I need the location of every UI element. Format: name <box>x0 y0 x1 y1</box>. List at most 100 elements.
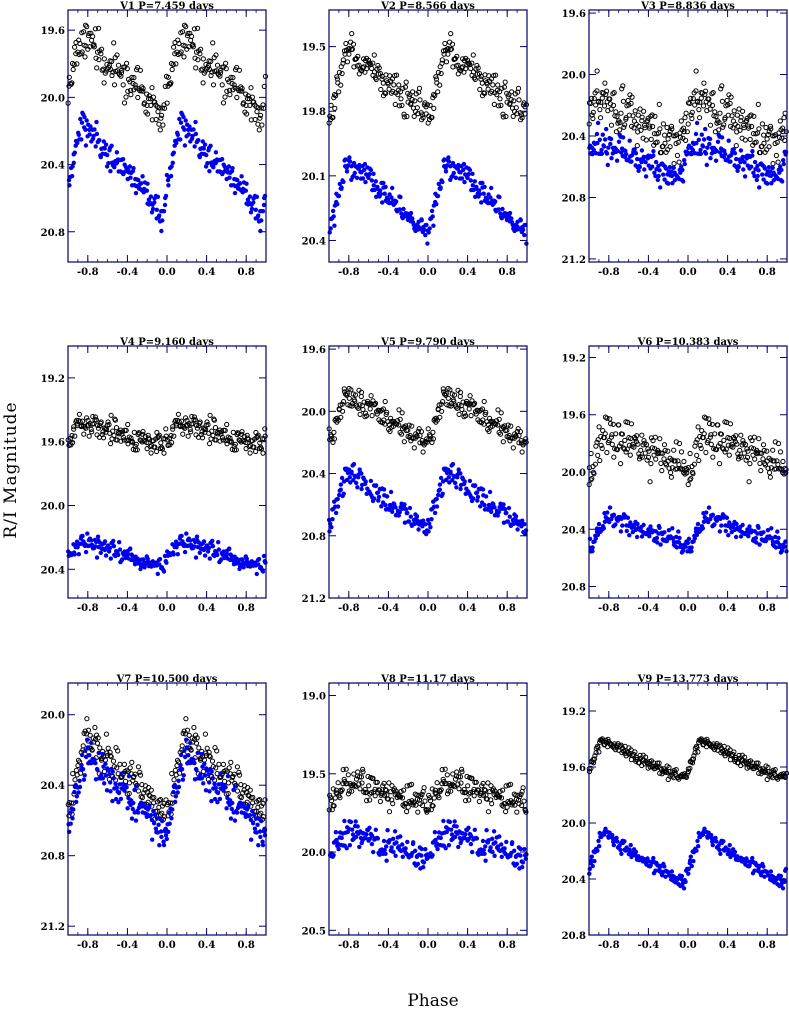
data-point-filled <box>707 505 711 509</box>
data-point-open <box>443 767 447 771</box>
data-point-open <box>337 90 341 94</box>
data-point-open <box>612 455 616 459</box>
data-point-filled <box>179 534 183 538</box>
y-tick-label: 20.8 <box>41 852 65 863</box>
data-point-filled <box>261 843 265 847</box>
data-point-filled <box>196 138 200 142</box>
x-tick-label: 0.4 <box>198 940 215 951</box>
data-point-filled <box>184 118 188 122</box>
data-point-open <box>336 781 340 785</box>
data-point-filled <box>192 761 196 765</box>
data-point-filled <box>209 799 213 803</box>
data-point-open <box>468 394 472 398</box>
data-point-open <box>648 480 652 484</box>
data-point-filled <box>422 860 426 864</box>
data-point-filled <box>72 552 76 556</box>
data-point-filled <box>71 807 75 811</box>
data-point-filled <box>433 830 437 834</box>
data-point-filled <box>164 194 168 198</box>
data-point-open <box>663 133 667 137</box>
data-point-filled <box>341 180 345 184</box>
data-point-filled <box>139 181 143 185</box>
data-point-filled <box>681 179 685 183</box>
data-point-open <box>129 93 133 97</box>
data-point-filled <box>504 511 508 515</box>
data-point-filled <box>229 816 233 820</box>
data-point-filled <box>80 534 84 538</box>
data-point-open <box>628 453 632 457</box>
data-point-filled <box>369 479 373 483</box>
data-point-filled <box>633 147 637 151</box>
data-point-filled <box>716 140 720 144</box>
data-point-filled <box>255 195 259 199</box>
data-point-open <box>619 462 623 466</box>
data-point-open <box>694 69 698 73</box>
data-point-filled <box>204 153 208 157</box>
data-point-filled <box>383 185 387 189</box>
data-point-filled <box>435 497 439 501</box>
data-point-filled <box>108 169 112 173</box>
data-point-open <box>753 457 757 461</box>
x-tick-label: -0.8 <box>77 940 99 951</box>
data-point-filled <box>656 178 660 182</box>
data-point-filled <box>473 483 477 487</box>
data-point-open <box>699 96 703 100</box>
x-tick-label: 0.4 <box>459 267 476 278</box>
data-point-filled <box>77 779 81 783</box>
data-point-filled <box>447 475 451 479</box>
data-point-open <box>173 768 177 772</box>
y-tick-label: 20.4 <box>41 781 65 792</box>
data-point-filled <box>85 531 89 535</box>
data-point-filled <box>145 189 149 193</box>
data-point-filled <box>521 860 525 864</box>
data-point-open <box>248 451 252 455</box>
data-point-filled <box>733 151 737 155</box>
data-point-filled <box>608 142 612 146</box>
data-point-open <box>163 84 167 88</box>
data-point-filled <box>207 169 211 173</box>
data-point-filled <box>782 162 786 166</box>
data-point-filled <box>500 855 504 859</box>
data-point-filled <box>481 839 485 843</box>
data-point-open <box>225 422 229 426</box>
data-point-filled <box>331 853 335 857</box>
data-point-filled <box>723 152 727 156</box>
data-point-filled <box>708 156 712 160</box>
plot-frame <box>68 10 266 262</box>
data-point-filled <box>193 144 197 148</box>
data-point-filled <box>183 143 187 147</box>
x-tick-label: 0.4 <box>198 603 215 614</box>
data-point-filled <box>348 843 352 847</box>
data-point-open <box>515 810 519 814</box>
data-point-filled <box>423 233 427 237</box>
data-point-open <box>438 83 442 87</box>
data-point-filled <box>697 138 701 142</box>
data-point-filled <box>471 496 475 500</box>
data-point-open <box>359 394 363 398</box>
data-point-filled <box>732 147 736 151</box>
data-point-open <box>95 66 99 70</box>
data-point-filled <box>473 828 477 832</box>
data-point-open <box>170 772 174 776</box>
data-point-filled <box>756 168 760 172</box>
data-point-filled <box>97 138 101 142</box>
data-point-open <box>619 111 623 115</box>
data-point-filled <box>446 155 450 159</box>
x-tick-label: 0.0 <box>158 940 175 951</box>
data-point-filled <box>259 819 263 823</box>
y-tick-label: 20.1 <box>302 172 326 183</box>
data-point-filled <box>100 752 104 756</box>
data-point-filled <box>700 133 704 137</box>
data-point-filled <box>68 811 72 815</box>
data-point-filled <box>469 842 473 846</box>
data-point-filled <box>493 840 497 844</box>
data-point-filled <box>255 572 259 576</box>
data-point-open <box>215 63 219 67</box>
data-point-filled <box>750 153 754 157</box>
data-point-open <box>457 787 461 791</box>
data-point-open <box>112 41 116 45</box>
data-point-filled <box>755 178 759 182</box>
y-tick-label: 21.2 <box>562 255 586 266</box>
data-point-filled <box>176 790 180 794</box>
data-point-filled <box>605 510 609 514</box>
